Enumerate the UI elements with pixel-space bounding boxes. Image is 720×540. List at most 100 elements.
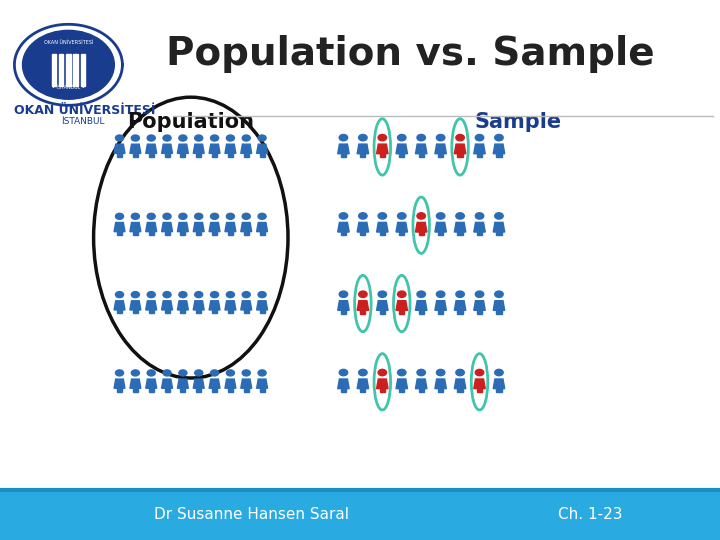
Bar [418,388,421,392]
Polygon shape [256,379,268,388]
Polygon shape [474,301,485,310]
Polygon shape [161,222,173,232]
Bar [215,387,217,392]
Text: OKAN ÜNİVERSİTESİ: OKAN ÜNİVERSİTESİ [44,40,93,45]
Polygon shape [454,301,466,310]
Circle shape [339,134,348,141]
Circle shape [242,370,251,376]
Polygon shape [454,144,466,154]
Bar [135,152,138,157]
Bar [81,54,85,86]
Circle shape [242,213,251,219]
Circle shape [475,291,484,298]
Circle shape [115,135,124,141]
Bar [228,152,230,157]
Bar [181,387,183,392]
Circle shape [417,213,426,219]
Polygon shape [493,144,505,154]
Bar [438,153,441,157]
Bar [477,388,480,392]
Bar [167,152,169,157]
Bar [181,152,183,157]
Circle shape [194,135,203,141]
Bar [260,231,262,235]
Bar [496,309,499,314]
Circle shape [359,291,367,298]
Circle shape [339,291,348,298]
Polygon shape [209,222,220,232]
Bar [212,231,215,235]
Bar [399,231,402,235]
Bar [438,231,441,235]
Bar [480,388,482,392]
Bar [244,387,246,392]
Bar [230,309,233,313]
Circle shape [147,213,156,219]
Polygon shape [161,379,173,388]
Polygon shape [114,222,125,232]
Bar [262,387,264,392]
Circle shape [417,134,426,141]
Polygon shape [114,144,125,153]
Polygon shape [240,379,252,388]
Circle shape [258,292,266,298]
Polygon shape [338,144,349,154]
Bar [199,152,201,157]
Circle shape [359,134,367,141]
Bar [133,309,135,313]
Circle shape [210,370,219,376]
Bar [135,231,138,235]
Circle shape [210,292,219,298]
Circle shape [131,135,140,141]
Circle shape [258,370,266,376]
Circle shape [397,291,406,298]
Bar [343,388,346,392]
Bar [341,231,343,235]
Bar [363,309,366,314]
Polygon shape [377,222,388,232]
Polygon shape [415,144,427,154]
Bar [165,231,167,235]
Bar [379,153,382,157]
Bar [418,309,421,314]
Circle shape [339,213,348,219]
Circle shape [194,213,203,219]
Bar [402,231,405,235]
Bar [244,231,246,235]
Circle shape [359,369,367,376]
Bar [246,387,248,392]
Circle shape [339,369,348,376]
Bar [117,152,120,157]
Bar [167,387,169,392]
Bar [341,309,343,314]
Circle shape [147,135,156,141]
Circle shape [179,135,187,141]
Polygon shape [209,144,220,153]
Polygon shape [377,144,388,154]
Bar [52,54,56,86]
Polygon shape [240,222,252,232]
Polygon shape [177,222,189,232]
Bar [379,309,382,314]
Circle shape [378,291,387,298]
Circle shape [378,134,387,141]
Bar [120,387,122,392]
Bar [230,152,233,157]
Polygon shape [161,301,173,310]
Bar [480,309,482,314]
Circle shape [475,369,484,376]
Bar [135,387,138,392]
Circle shape [456,134,464,141]
Bar [262,231,264,235]
Circle shape [495,213,503,219]
Bar [181,309,183,313]
Polygon shape [177,144,189,153]
Bar [360,231,363,235]
Polygon shape [474,379,485,389]
Text: Sample: Sample [474,111,562,132]
Bar [117,231,120,235]
Circle shape [456,291,464,298]
Bar [457,231,460,235]
Circle shape [131,370,140,376]
Bar [262,152,264,157]
